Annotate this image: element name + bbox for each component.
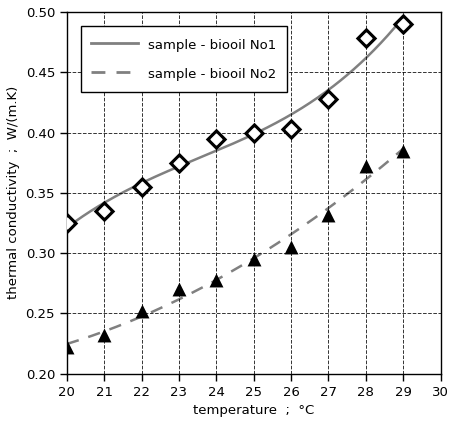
Point — [399, 21, 406, 28]
Point — [324, 95, 331, 102]
Point — [324, 95, 331, 102]
Point — [287, 126, 294, 132]
Point — [212, 135, 219, 142]
Point — [100, 207, 107, 214]
Point — [63, 344, 71, 351]
Point — [399, 147, 406, 154]
Point — [63, 220, 71, 226]
Point — [361, 35, 369, 42]
Point — [137, 184, 145, 190]
Y-axis label: thermal conductivity  ;  W/(m.K): thermal conductivity ; W/(m.K) — [7, 86, 20, 299]
Point — [100, 332, 107, 338]
Point — [100, 207, 107, 214]
Point — [249, 256, 257, 262]
Point — [212, 276, 219, 283]
Point — [287, 126, 294, 132]
Point — [361, 35, 369, 42]
Point — [212, 135, 219, 142]
Point — [137, 184, 145, 190]
Point — [399, 21, 406, 28]
X-axis label: temperature  ;  °C: temperature ; °C — [192, 404, 313, 417]
Point — [137, 307, 145, 314]
Point — [361, 163, 369, 170]
Point — [287, 244, 294, 251]
Legend: sample - biooil No1, sample - biooil No2: sample - biooil No1, sample - biooil No2 — [81, 26, 286, 92]
Point — [324, 211, 331, 218]
Point — [249, 129, 257, 136]
Point — [175, 159, 182, 166]
Point — [175, 159, 182, 166]
Point — [63, 220, 71, 226]
Point — [249, 129, 257, 136]
Point — [175, 286, 182, 293]
